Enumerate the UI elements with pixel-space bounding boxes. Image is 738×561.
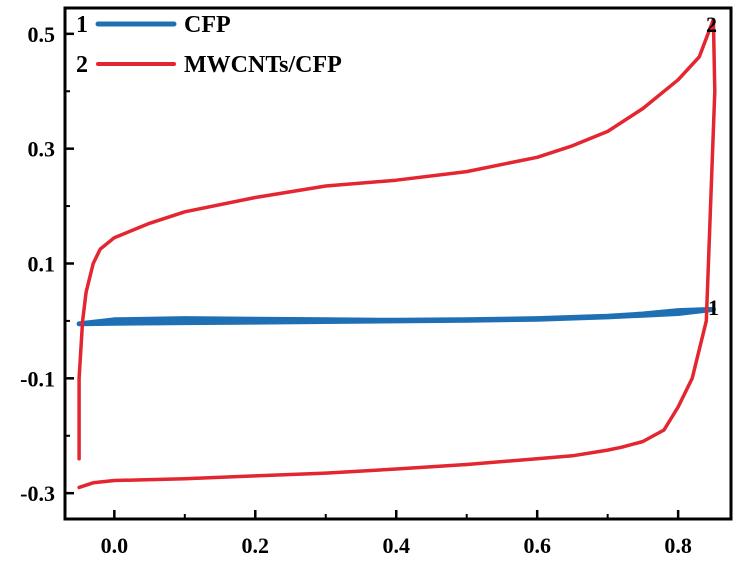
curve-label-2: 2 [706,12,717,37]
legend-label: CFP [184,12,231,38]
x-tick-label: 0.0 [101,533,129,558]
curve-label-1: 1 [708,295,719,320]
y-tick-label: 0.3 [28,137,56,162]
y-tick-label: 0.5 [28,22,56,47]
legend-label: MWCNTs/CFP [184,52,342,78]
x-tick-label: 0.4 [382,533,410,558]
x-tick-label: 0.2 [242,533,270,558]
series-line-1 [76,306,716,327]
curve-labels: 12 [706,12,719,320]
y-tick-label: 0.1 [28,252,56,277]
plot-frame [63,6,733,521]
legend-number: 2 [76,52,88,78]
x-tick-label: 0.8 [664,533,692,558]
x-axis: 0.0 0.2 0.4 0.6 0.8 [101,510,692,558]
series-line-2 [77,17,717,490]
x-tick-label: 0.6 [523,533,551,558]
y-tick-label: -0.3 [20,481,55,506]
chart-curves [76,17,717,490]
legend: 1 CFP 2 MWCNTs/CFP [76,12,342,78]
y-axis: 0.5 0.3 0.1 -0.1 -0.3 [20,22,74,506]
y-tick-label: -0.1 [20,366,55,391]
legend-number: 1 [76,12,88,38]
